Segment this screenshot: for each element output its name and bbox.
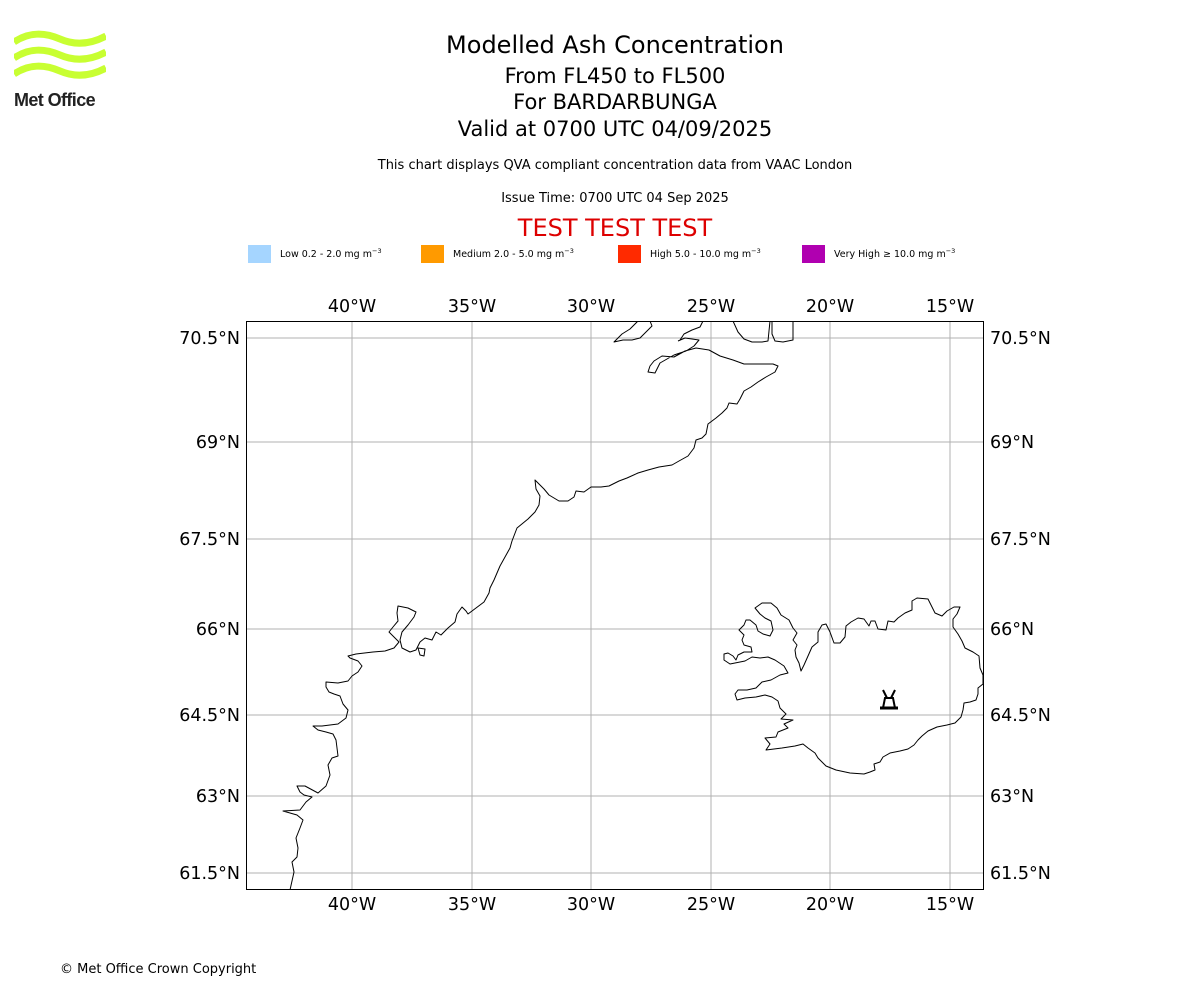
iceland-coastline xyxy=(723,597,984,775)
gridlines xyxy=(246,321,984,890)
volcano-name: For BARDARBUNGA xyxy=(513,90,717,114)
valid-time: Valid at 0700 UTC 04/09/2025 xyxy=(457,117,773,141)
met-office-logo-icon xyxy=(14,30,106,79)
chart-title: Modelled Ash Concentration xyxy=(446,31,784,59)
lat-tick-label: 64.5°N xyxy=(179,706,240,726)
lat-tick-label: 67.5°N xyxy=(179,530,240,550)
lat-labels-left: 70.5°N 69°N 67.5°N 66°N 64.5°N 63°N 61.5… xyxy=(179,329,240,884)
volcano-icon xyxy=(880,689,898,710)
logo-text: Met Office xyxy=(14,90,96,110)
lon-tick-label: 35°W xyxy=(448,895,496,915)
flight-level-range: From FL450 to FL500 xyxy=(504,64,726,88)
legend-label: Very High ≥ 10.0 mg m−3 xyxy=(834,247,956,261)
lon-tick-label: 20°W xyxy=(806,297,854,317)
lat-tick-label: 70.5°N xyxy=(990,329,1051,349)
lon-tick-label: 15°W xyxy=(926,895,974,915)
legend-item-very-high: Very High ≥ 10.0 mg m−3 xyxy=(802,244,955,264)
legend-item-medium: Medium 2.0 - 5.0 mg m−3 xyxy=(421,244,574,264)
issue-time: Issue Time: 0700 UTC 04 Sep 2025 xyxy=(501,191,729,206)
legend-item-low: Low 0.2 - 2.0 mg m−3 xyxy=(248,244,382,264)
lat-labels-right: 70.5°N 69°N 67.5°N 66°N 64.5°N 63°N 61.5… xyxy=(990,329,1051,884)
lon-tick-label: 30°W xyxy=(567,297,615,317)
lon-tick-label: 25°W xyxy=(687,297,735,317)
lon-tick-label: 40°W xyxy=(328,895,376,915)
legend-label: High 5.0 - 10.0 mg m−3 xyxy=(650,247,761,261)
lat-tick-label: 66°N xyxy=(990,620,1034,640)
greenland-islet xyxy=(417,647,426,657)
lon-tick-label: 30°W xyxy=(567,895,615,915)
test-banner: TEST TEST TEST xyxy=(517,214,713,242)
lat-tick-label: 67.5°N xyxy=(990,530,1051,550)
lon-tick-label: 35°W xyxy=(448,297,496,317)
legend-swatch xyxy=(618,245,641,263)
legend-swatch xyxy=(421,245,444,263)
lon-tick-label: 40°W xyxy=(328,297,376,317)
map-frame xyxy=(246,321,984,890)
lon-labels-top: 40°W 35°W 30°W 25°W 20°W 15°W xyxy=(328,297,974,317)
copyright-notice: © Met Office Crown Copyright xyxy=(60,962,257,977)
lon-labels-bottom: 40°W 35°W 30°W 25°W 20°W 15°W xyxy=(328,895,974,915)
legend-item-high: High 5.0 - 10.0 mg m−3 xyxy=(618,244,761,264)
lat-tick-label: 63°N xyxy=(990,787,1034,807)
lat-tick-label: 66°N xyxy=(196,620,240,640)
lat-tick-label: 63°N xyxy=(196,787,240,807)
greenland-coastline xyxy=(282,321,794,890)
lat-tick-label: 64.5°N xyxy=(990,706,1051,726)
lat-tick-label: 69°N xyxy=(990,433,1034,453)
compliance-note: This chart displays QVA compliant concen… xyxy=(377,158,853,173)
lon-tick-label: 25°W xyxy=(687,895,735,915)
legend-label: Low 0.2 - 2.0 mg m−3 xyxy=(280,247,382,261)
lon-tick-label: 20°W xyxy=(806,895,854,915)
legend-swatch xyxy=(802,245,825,263)
legend-swatch xyxy=(248,245,271,263)
lat-tick-label: 70.5°N xyxy=(179,329,240,349)
lat-tick-label: 61.5°N xyxy=(179,864,240,884)
lat-tick-label: 61.5°N xyxy=(990,864,1051,884)
legend-label: Medium 2.0 - 5.0 mg m−3 xyxy=(453,247,574,261)
lat-tick-label: 69°N xyxy=(196,433,240,453)
lon-tick-label: 15°W xyxy=(926,297,974,317)
